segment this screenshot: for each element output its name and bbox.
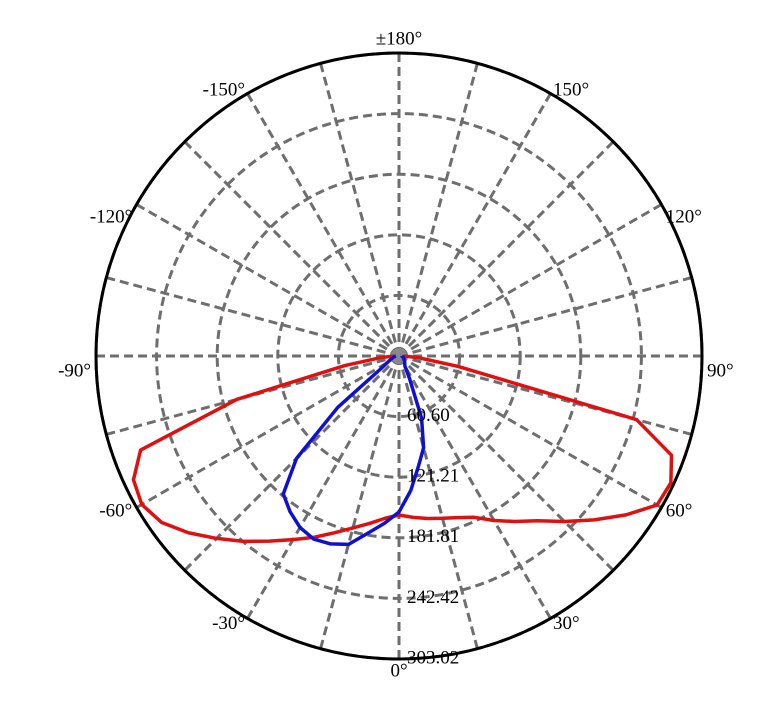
r-tick-label: 242.42 (407, 587, 459, 608)
grid-spoke-minor (105, 276, 400, 358)
grid-spoke-minor (319, 355, 401, 650)
r-tick-label: 181.81 (407, 526, 459, 547)
grid-spoke (135, 203, 400, 358)
grid-spoke-minor (398, 276, 693, 358)
grid-spoke (398, 354, 663, 509)
grid-spoke-minor (397, 355, 479, 650)
r-tick-label: 303.02 (407, 647, 459, 668)
angle-tick-label: 90° (707, 360, 734, 381)
grid-spoke (246, 355, 401, 620)
grid-spoke-minor (397, 62, 479, 357)
angle-tick-label: 0° (390, 660, 407, 681)
angle-tick-label: -120° (90, 206, 132, 227)
angle-tick-label: ±180° (376, 28, 423, 49)
grid-spoke-minor (319, 62, 401, 357)
grid-spoke-minor (398, 354, 693, 436)
grid-spoke-minor (397, 140, 615, 358)
angle-tick-label: 60° (666, 500, 693, 521)
angle-tick-label: 30° (553, 613, 580, 634)
angle-tick-label: -90° (58, 360, 91, 381)
grid-ring (215, 172, 583, 540)
r-tick-label: 60.60 (407, 405, 450, 426)
grid-spoke (246, 92, 401, 357)
series-line (131, 354, 674, 544)
grid-spoke-minor (183, 354, 401, 572)
grid-ring (276, 233, 522, 479)
series-line (281, 354, 426, 547)
grid-spoke (397, 355, 552, 620)
angle-tick-label: -150° (203, 80, 245, 101)
angle-tick-label: 120° (666, 206, 702, 227)
r-tick-label: 121.21 (407, 466, 459, 487)
angle-tick-label: 150° (553, 80, 589, 101)
angle-tick-label: -30° (212, 613, 245, 634)
angle-tick-label: -60° (99, 500, 132, 521)
outer-ring (94, 51, 704, 661)
grid-spoke (397, 92, 552, 357)
grid-spoke-minor (105, 354, 400, 436)
grid-spoke-minor (397, 354, 615, 572)
grid-spoke (398, 203, 663, 358)
grid-spoke (135, 354, 400, 509)
grid-spoke-minor (183, 140, 401, 358)
